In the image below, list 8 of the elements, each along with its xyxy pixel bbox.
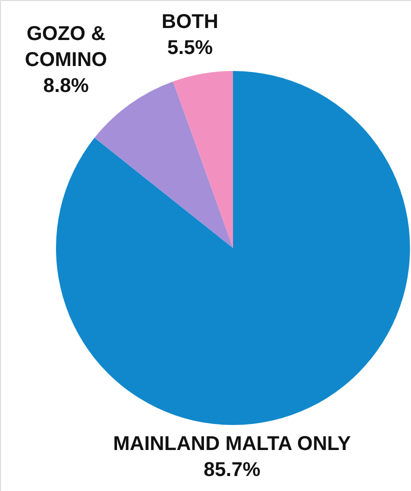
pie-slice	[94, 81, 233, 248]
slice-label: MAINLAND MALTA ONLY	[113, 433, 352, 455]
data-label: 5.5%	[167, 37, 214, 59]
data-label: 8.8%	[43, 75, 90, 97]
data-label: 85.7%	[204, 459, 261, 481]
slice-label: GOZO & COMINO	[24, 23, 108, 71]
slice-label: BOTH	[162, 11, 218, 33]
pie-slice	[173, 71, 233, 248]
